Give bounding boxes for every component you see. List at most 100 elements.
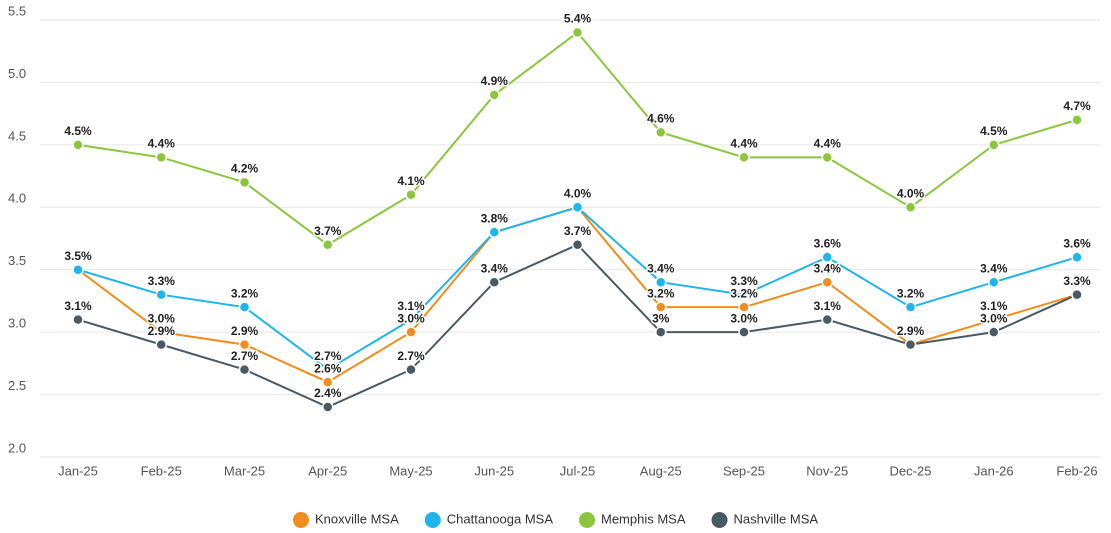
x-tick-label: Dec-25	[890, 463, 932, 478]
data-label: 3.8%	[481, 211, 509, 225]
legend: Knoxville MSA Chattanooga MSA Memphis MSA N…	[292, 511, 819, 528]
y-tick-label: 2.5	[8, 378, 26, 393]
point	[1071, 288, 1083, 301]
point	[488, 276, 500, 288]
data-label: 3.7%	[314, 224, 342, 238]
data-label: 4.9%	[481, 74, 509, 88]
point	[238, 338, 251, 351]
x-tick-label: Feb-26	[1056, 463, 1097, 478]
x-tick-label: Apr-25	[308, 463, 347, 478]
data-label: 3.2%	[730, 286, 758, 300]
data-label: 2.9%	[897, 324, 925, 338]
x-tick-label: May-25	[389, 463, 432, 478]
data-label: 2.7%	[314, 349, 342, 363]
data-label: 3.2%	[647, 286, 675, 300]
data-label: 2.9%	[231, 324, 259, 338]
legend-label: Memphis MSA	[601, 511, 686, 526]
point	[904, 201, 917, 214]
data-label: 4.4%	[814, 137, 842, 151]
legend-marker	[292, 512, 309, 528]
point	[904, 338, 917, 351]
point	[322, 376, 334, 388]
data-label: 4.4%	[148, 137, 176, 151]
data-label: 3.5%	[64, 249, 92, 263]
point	[322, 401, 334, 413]
data-label: 3.8%	[481, 211, 509, 225]
y-tick-label: 2.0	[8, 440, 26, 455]
data-label: 4.1%	[397, 174, 425, 188]
y-tick-label: 4.5	[8, 128, 26, 143]
x-tick-label: Aug-25	[640, 463, 682, 478]
point	[988, 313, 1000, 326]
point	[655, 276, 667, 288]
point	[155, 288, 167, 301]
legend-label: Knoxville MSA	[315, 511, 399, 526]
data-label: 3.1%	[397, 299, 425, 313]
data-label: 3.6%	[814, 236, 842, 250]
point	[738, 151, 750, 164]
x-tick-label: Jan-25	[58, 463, 98, 478]
point	[655, 326, 667, 338]
data-label: 4.7%	[1063, 99, 1091, 113]
point	[738, 301, 750, 313]
point	[988, 326, 1000, 338]
data-label: 2.4%	[314, 386, 342, 400]
legend-item: Nashville MSA	[711, 511, 819, 528]
data-label: 2.7%	[231, 349, 259, 363]
data-label: 3.3%	[148, 274, 176, 288]
data-label: 3.5%	[64, 249, 92, 263]
data-label: 3.4%	[647, 261, 675, 275]
point	[655, 126, 667, 139]
legend-marker	[424, 512, 441, 528]
point	[904, 301, 917, 313]
data-label: 4.5%	[64, 124, 92, 138]
point	[72, 263, 84, 276]
x-tick-label: Sep-25	[723, 463, 765, 478]
data-label: 3.0%	[980, 311, 1008, 325]
x-tick-label: Jul-25	[560, 463, 595, 478]
data-label: 3.4%	[814, 261, 842, 275]
data-label: 3.4%	[980, 261, 1008, 275]
legend-label: Nashville MSA	[734, 511, 819, 526]
point	[322, 363, 334, 376]
point	[821, 251, 833, 263]
y-tick-label: 3.0	[8, 316, 26, 331]
data-label: 3.7%	[564, 224, 592, 238]
data-label: 3%	[652, 311, 670, 325]
legend-marker	[711, 512, 728, 528]
data-label: 3.3%	[1063, 274, 1091, 288]
point	[405, 363, 417, 376]
point	[571, 201, 584, 214]
data-label: 4.2%	[231, 161, 259, 175]
point	[405, 326, 417, 338]
point	[238, 301, 251, 313]
point	[155, 326, 167, 338]
point	[571, 238, 584, 251]
point	[72, 139, 84, 151]
point	[1071, 251, 1083, 263]
data-label: 3.0%	[148, 311, 176, 325]
legend-item: Chattanooga MSA	[424, 511, 553, 528]
data-label: 4.5%	[980, 124, 1008, 138]
data-label: 2.9%	[897, 324, 925, 338]
point	[155, 338, 167, 351]
data-label: 3.1%	[814, 299, 842, 313]
x-tick-label: Jan-26	[974, 463, 1014, 478]
series-line	[77, 243, 1078, 409]
data-label: 4.4%	[730, 137, 758, 151]
point	[988, 139, 1000, 151]
point	[655, 301, 667, 313]
point	[1071, 114, 1083, 126]
x-tick-label: Jun-25	[474, 463, 514, 478]
data-label: 2.9%	[148, 324, 176, 338]
point	[405, 189, 417, 201]
y-tick-label: 3.5	[8, 253, 26, 268]
data-label: 3.1%	[64, 299, 92, 313]
y-tick-label: 4.0	[8, 191, 26, 206]
y-tick-label: 5.0	[8, 66, 26, 81]
x-tick-label: Mar-25	[224, 463, 265, 478]
data-label: 4.0%	[897, 186, 925, 200]
point	[821, 313, 833, 326]
data-label: 3.2%	[897, 286, 925, 300]
